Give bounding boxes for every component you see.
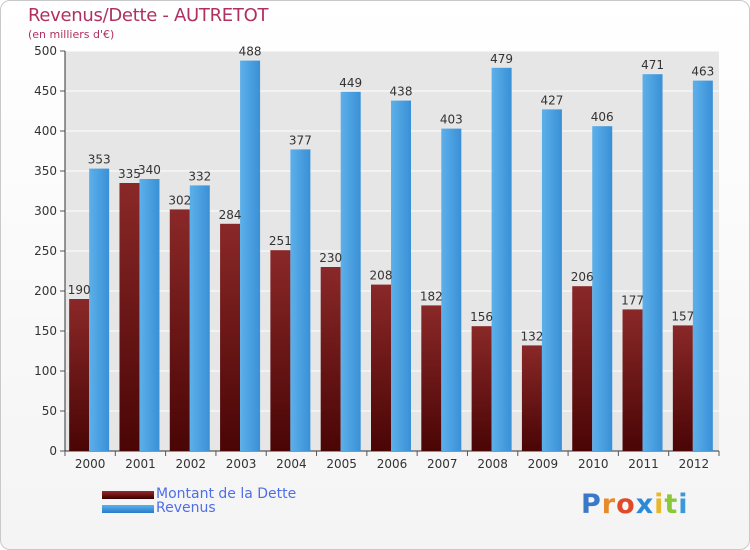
x-tick-label: 2005 xyxy=(326,457,357,471)
y-tick-label: 400 xyxy=(34,124,57,138)
data-label-dette: 302 xyxy=(168,193,191,207)
data-label-revenus: 449 xyxy=(339,76,362,90)
data-label-dette: 230 xyxy=(319,251,342,265)
bar-dette-2004 xyxy=(270,250,291,451)
bar-revenus-2003 xyxy=(240,60,261,451)
legend-swatch-revenus xyxy=(102,505,154,513)
logo-letter: o xyxy=(616,489,636,520)
bar-revenus-2012 xyxy=(692,80,713,451)
x-tick-label: 2004 xyxy=(276,457,307,471)
x-tick-label: 2000 xyxy=(75,457,106,471)
logo-letter: t xyxy=(664,489,679,520)
bar-dette-2003 xyxy=(220,223,241,451)
data-label-dette: 156 xyxy=(470,310,493,324)
proxiti-logo: Proxiti xyxy=(581,489,689,520)
legend-label-dette: Montant de la Dette xyxy=(156,486,297,502)
bar-revenus-2011 xyxy=(642,74,663,451)
x-tick-label: 2006 xyxy=(377,457,408,471)
y-tick-label: 350 xyxy=(34,164,57,178)
bar-dette-2006 xyxy=(371,284,391,451)
data-label-revenus: 427 xyxy=(540,93,563,107)
data-label-revenus: 340 xyxy=(138,163,161,177)
bar-revenus-2001 xyxy=(139,179,160,451)
bar-revenus-2006 xyxy=(391,100,411,451)
bar-dette-2005 xyxy=(320,267,341,451)
y-tick-label: 250 xyxy=(34,244,57,258)
data-label-dette: 206 xyxy=(571,270,594,284)
legend-swatch-dette xyxy=(102,491,154,499)
data-label-dette: 132 xyxy=(520,329,543,343)
data-label-revenus: 406 xyxy=(591,110,614,124)
bar-revenus-2009 xyxy=(541,109,562,452)
data-label-revenus: 488 xyxy=(239,45,262,59)
logo-letter: i xyxy=(678,489,689,520)
logo-letter: i xyxy=(654,489,665,520)
y-tick-label: 200 xyxy=(34,284,57,298)
logo-letter: P xyxy=(581,489,602,520)
data-label-revenus: 403 xyxy=(440,113,463,127)
bar-revenus-2005 xyxy=(340,91,361,452)
data-label-revenus: 438 xyxy=(390,85,413,99)
bar-dette-2010 xyxy=(572,286,593,451)
y-tick-label: 100 xyxy=(34,364,57,378)
bar-dette-2002 xyxy=(169,209,190,451)
data-label-dette: 157 xyxy=(671,309,694,323)
data-label-revenus: 332 xyxy=(188,169,211,183)
bar-revenus-2004 xyxy=(290,149,311,451)
x-tick-label: 2011 xyxy=(628,457,659,471)
bar-dette-2011 xyxy=(622,309,643,451)
logo-letter: x xyxy=(635,489,655,520)
data-label-dette: 208 xyxy=(370,269,393,283)
logo-letter: r xyxy=(601,489,617,520)
y-tick-label: 150 xyxy=(34,324,57,338)
bar-revenus-2000 xyxy=(89,168,110,451)
y-tick-label: 50 xyxy=(42,404,57,418)
y-tick-label: 450 xyxy=(34,84,57,98)
x-tick-label: 2008 xyxy=(477,457,508,471)
data-label-dette: 182 xyxy=(420,289,443,303)
data-label-revenus: 471 xyxy=(641,58,664,72)
data-label-dette: 335 xyxy=(118,167,141,181)
x-tick-label: 2007 xyxy=(427,457,458,471)
bar-dette-2007 xyxy=(421,305,442,451)
y-tick-label: 500 xyxy=(34,44,57,58)
x-tick-label: 2009 xyxy=(528,457,559,471)
x-tick-label: 2001 xyxy=(125,457,156,471)
chart-title: Revenus/Dette - AUTRETOT xyxy=(28,5,269,26)
x-tick-label: 2010 xyxy=(578,457,609,471)
bar-revenus-2010 xyxy=(592,126,613,451)
data-label-revenus: 353 xyxy=(88,153,111,167)
bar-dette-2008 xyxy=(471,326,492,451)
data-label-dette: 177 xyxy=(621,293,644,307)
data-label-dette: 251 xyxy=(269,234,292,248)
data-label-dette: 190 xyxy=(68,283,91,297)
x-tick-label: 2003 xyxy=(226,457,257,471)
data-label-revenus: 463 xyxy=(691,65,714,79)
bar-dette-2009 xyxy=(521,345,542,451)
x-tick-label: 2012 xyxy=(679,457,710,471)
y-tick-label: 0 xyxy=(49,444,57,458)
bar-dette-2000 xyxy=(69,299,90,451)
y-tick-label: 300 xyxy=(34,204,57,218)
bar-revenus-2002 xyxy=(189,185,210,451)
bar-revenus-2007 xyxy=(441,128,462,451)
x-tick-label: 2002 xyxy=(175,457,206,471)
bar-dette-2001 xyxy=(119,183,140,451)
data-label-revenus: 479 xyxy=(490,52,513,66)
data-label-revenus: 377 xyxy=(289,133,312,147)
bar-dette-2012 xyxy=(672,325,693,451)
bar-revenus-2008 xyxy=(491,67,512,452)
chart-subtitle: (en milliers d'€) xyxy=(28,28,115,41)
data-label-dette: 284 xyxy=(219,208,242,222)
legend-label-revenus: Revenus xyxy=(156,500,216,516)
